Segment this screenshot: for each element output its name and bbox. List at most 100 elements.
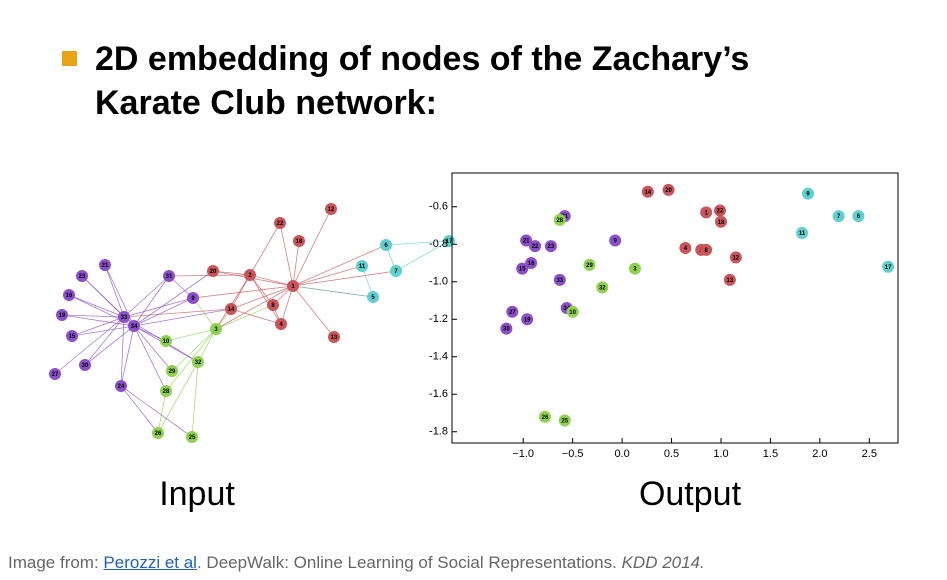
node	[56, 309, 68, 321]
node	[160, 385, 172, 397]
edge	[120, 325, 135, 387]
x-tick-label: 1.5	[763, 448, 778, 460]
edge	[191, 361, 199, 438]
node-label: 21	[102, 263, 109, 269]
edge	[292, 285, 374, 298]
figure: 1234567891011131415161719202122242526272…	[49, 172, 899, 513]
node-label: 34	[131, 324, 138, 330]
point	[553, 213, 566, 226]
node-label: 15	[69, 334, 76, 340]
node-label: 14	[228, 307, 235, 313]
edge	[249, 274, 282, 325]
node-label: 5	[371, 295, 375, 301]
edge	[68, 294, 125, 318]
citation-link[interactable]: Perozzi et al	[103, 553, 197, 572]
edge	[171, 328, 217, 372]
edge	[385, 240, 450, 246]
edge	[279, 222, 294, 287]
edge	[133, 325, 173, 372]
x-tick-label: 2.0	[812, 448, 827, 460]
point-label: 33	[556, 278, 563, 284]
edge	[157, 390, 167, 434]
point	[832, 210, 845, 223]
node-label: 32	[195, 360, 202, 366]
edge	[71, 316, 125, 337]
point	[641, 185, 654, 198]
point-label: 9	[806, 192, 810, 198]
edge	[215, 274, 251, 330]
edge	[133, 270, 214, 327]
edge	[165, 328, 217, 392]
point	[852, 210, 865, 223]
caption-text: Image from:	[8, 553, 104, 572]
point-label: 12	[732, 255, 739, 261]
node	[356, 260, 368, 272]
edge	[230, 308, 282, 325]
point-label: 18	[718, 220, 725, 226]
point	[679, 242, 692, 254]
point-label: 13	[727, 278, 734, 284]
node-label: 18	[296, 239, 303, 245]
edge	[292, 285, 335, 338]
edge	[120, 385, 159, 434]
node-label: 16	[66, 293, 73, 299]
point	[700, 243, 713, 256]
node-label: 30	[82, 363, 89, 369]
node	[76, 270, 88, 282]
node	[275, 318, 287, 330]
node	[99, 259, 111, 271]
point-label: 14	[644, 190, 651, 196]
edge	[71, 325, 135, 337]
y-tick-label: -1.8	[429, 426, 448, 438]
point	[544, 240, 557, 253]
edge	[230, 285, 294, 310]
x-tick-label: 1.0	[713, 448, 728, 460]
point-label: 29	[586, 263, 593, 269]
node	[160, 335, 172, 347]
point-label: 25	[561, 419, 568, 425]
edge	[280, 285, 294, 325]
node	[380, 239, 392, 251]
node	[267, 299, 279, 311]
edge	[215, 304, 274, 330]
node	[166, 365, 178, 377]
edge	[292, 240, 300, 287]
point-label: 6	[857, 214, 861, 220]
point-label: 8	[704, 248, 708, 254]
point	[882, 260, 895, 273]
edge	[212, 270, 251, 276]
point	[583, 258, 596, 271]
edge	[165, 328, 217, 342]
edge	[84, 316, 125, 366]
point-label: 28	[556, 218, 563, 224]
edge	[133, 297, 194, 327]
node	[152, 427, 164, 439]
edge	[292, 270, 397, 287]
x-tick-label: 0.5	[664, 448, 679, 460]
point	[516, 262, 529, 275]
point-label: 10	[569, 310, 576, 316]
node	[128, 320, 140, 332]
node-label: 27	[52, 372, 59, 378]
edge	[61, 314, 135, 327]
point-label: 32	[599, 285, 606, 291]
point	[596, 281, 609, 294]
bullet	[62, 51, 77, 66]
node	[207, 265, 219, 277]
edge	[292, 265, 363, 287]
x-tick-label: −1.0	[512, 448, 534, 460]
edge	[133, 275, 170, 327]
node	[79, 359, 91, 371]
y-tick-label: -1.2	[429, 313, 448, 325]
slide-title-line: 2D embedding of nodes of the Zachary’s	[95, 40, 750, 78]
point	[609, 234, 622, 247]
node-label: 4	[279, 322, 283, 328]
node-label: 11	[359, 264, 366, 270]
node	[66, 330, 78, 342]
node	[118, 311, 130, 323]
point-label: 21	[523, 239, 530, 245]
point-label: 7	[837, 214, 841, 220]
node	[49, 368, 61, 380]
edge	[123, 308, 232, 318]
